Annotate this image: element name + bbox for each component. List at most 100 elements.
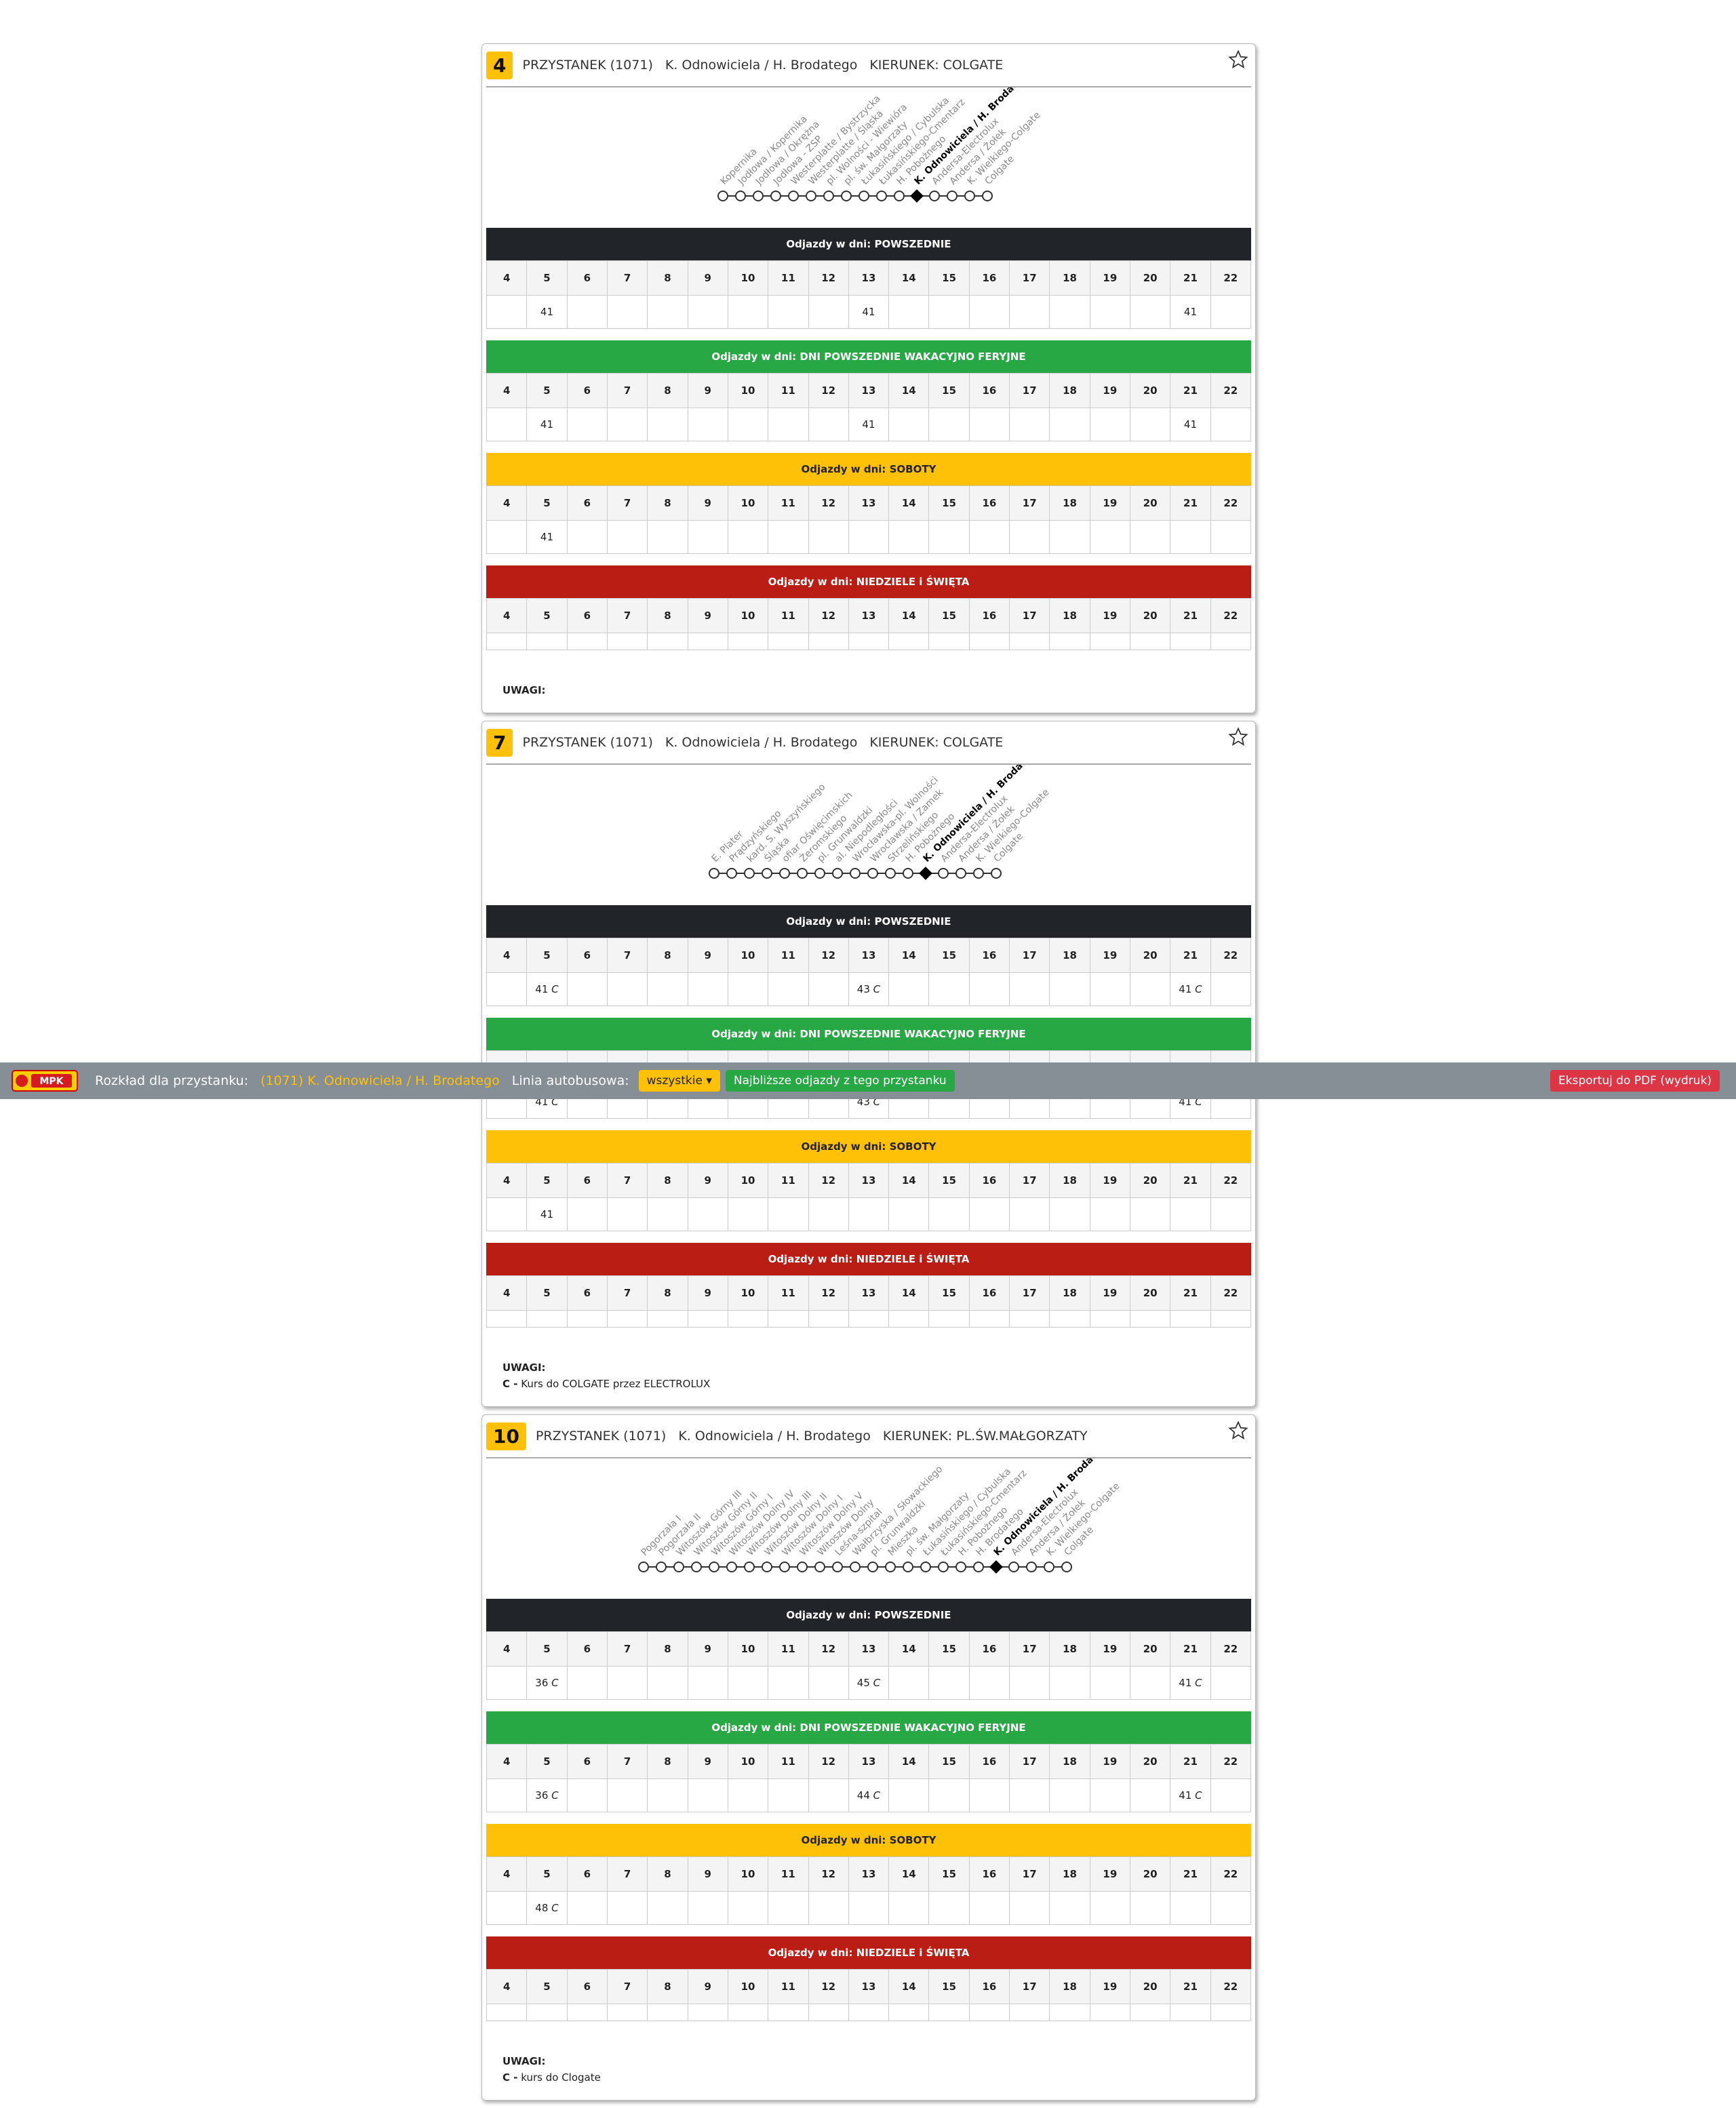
hour: 7: [606, 1744, 648, 1779]
departure-cell: [768, 633, 809, 650]
departure-cell: [566, 1778, 608, 1812]
stop-name: K. Odnowiciela / H. Brodatego: [665, 735, 858, 750]
departure-cell: [848, 1891, 890, 1925]
hour: 22: [1210, 1275, 1252, 1311]
departure-cell: [1170, 1197, 1211, 1231]
hour: 11: [768, 1856, 809, 1892]
minute: 41: [540, 1208, 554, 1220]
departure-cell: [1210, 1666, 1252, 1700]
departures-row: 41 41 41: [486, 295, 1252, 329]
hour: 22: [1210, 260, 1252, 296]
departure-cell: [1009, 1197, 1050, 1231]
note-mark: C -: [502, 1378, 518, 1390]
departure-cell: [687, 1666, 728, 1700]
hour: 15: [928, 485, 970, 521]
departure-cell: 41: [1170, 295, 1211, 329]
departure-cell: [687, 295, 728, 329]
departure-cell: [768, 295, 809, 329]
favorite-star[interactable]: [1228, 727, 1248, 747]
line-label: Linia autobusowa:: [511, 1073, 629, 1088]
departures-row: [486, 1310, 1252, 1328]
stop-marker: [709, 868, 719, 879]
hour: 15: [928, 260, 970, 296]
departure-cell: [888, 1891, 930, 1925]
departure-cell: [1170, 633, 1211, 650]
line-select[interactable]: wszystkie ▾: [638, 1070, 720, 1092]
hour: 16: [968, 938, 1010, 973]
logo[interactable]: MPK: [11, 1068, 79, 1094]
hour: 15: [928, 1163, 970, 1198]
departure-cell: [808, 1666, 849, 1700]
hour: 17: [1009, 1969, 1050, 2004]
hour: 6: [566, 485, 608, 521]
note-text: Kurs do COLGATE przez ELECTROLUX: [521, 1378, 711, 1390]
hour: 11: [768, 373, 809, 408]
nearest-button[interactable]: Najbliższe odjazdy z tego przystanku: [725, 1070, 955, 1092]
departure-cell: [968, 520, 1010, 554]
navbar: MPK Rozkład dla przystanku: (1071) K. Od…: [0, 1062, 1736, 1099]
hour: 8: [647, 485, 688, 521]
hour: 4: [486, 1856, 528, 1892]
departure-cell: [1049, 1197, 1090, 1231]
departure-cell: [647, 1310, 688, 1328]
departure-cell: [647, 972, 688, 1006]
stop-marker: [779, 868, 790, 879]
departure-cell: 45 C: [848, 1666, 890, 1700]
stop-marker: [770, 191, 781, 201]
departure-cell: [768, 972, 809, 1006]
departure-cell: [647, 633, 688, 650]
stop-marker: [867, 868, 878, 879]
favorite-star[interactable]: [1228, 1420, 1248, 1441]
minute: 41: [1179, 1677, 1192, 1689]
schedule-section: Odjazdy w dni: SOBOTY 4 5 6 7 8 9 10 11 12 13 14 15 1…: [486, 1824, 1252, 1925]
hour: 6: [566, 373, 608, 408]
hour: 14: [888, 1969, 930, 2004]
minute: 41: [540, 306, 554, 318]
schedule-section: Odjazdy w dni: POWSZEDNIE 4 5 6 7 8 9 10 11 12 13 1…: [486, 905, 1252, 1006]
departure-cell: [1089, 972, 1131, 1006]
hour: 19: [1089, 485, 1131, 521]
departure-cell: [486, 407, 528, 441]
departure-cell: [1089, 1197, 1131, 1231]
departure-cell: [1089, 407, 1131, 441]
hour: 14: [888, 598, 930, 633]
departure-cell: [768, 2004, 809, 2021]
schedule-section: Odjazdy w dni: DNI POWSZEDNIE WAKACYJNO …: [486, 340, 1252, 441]
hour: 10: [727, 1969, 769, 2004]
stop-marker: [1061, 1562, 1072, 1572]
departure-cell: 41: [526, 407, 568, 441]
departure-cell: [606, 1197, 648, 1231]
hour: 13: [848, 1163, 890, 1198]
departure-cell: [1129, 407, 1171, 441]
hour: 9: [687, 938, 728, 973]
hour: 12: [808, 1163, 849, 1198]
departure-cell: [1210, 2004, 1252, 2021]
hour: 17: [1009, 598, 1050, 633]
departure-cell: [1210, 633, 1252, 650]
favorite-star[interactable]: [1228, 49, 1248, 70]
body: 4 PRZYSTANEK (1071) K. Odnowiciela / H. Br…: [0, 43, 1736, 2101]
hour: 12: [808, 373, 849, 408]
minute: 45: [856, 1677, 870, 1689]
departure-cell: [566, 1891, 608, 1925]
hour: 17: [1009, 373, 1050, 408]
hour: 11: [768, 1744, 809, 1779]
departure-cell: 41: [848, 407, 890, 441]
departure-cell: [1129, 1778, 1171, 1812]
departure-cell: [808, 1310, 849, 1328]
stop-marker: [717, 191, 728, 201]
export-button[interactable]: Eksportuj do PDF (wydruk): [1550, 1070, 1720, 1092]
mark: C: [873, 1096, 881, 1108]
stop-marker: [832, 1562, 843, 1572]
hour: 7: [606, 598, 648, 633]
departure-cell: [606, 1778, 648, 1812]
hour: 21: [1170, 1631, 1211, 1667]
hour: 7: [606, 1969, 648, 2004]
departure-cell: 41: [1170, 407, 1211, 441]
hour: 20: [1129, 1631, 1171, 1667]
hour: 4: [486, 485, 528, 521]
hour: 20: [1129, 1744, 1171, 1779]
departure-cell: [647, 407, 688, 441]
hour: 4: [486, 1275, 528, 1311]
